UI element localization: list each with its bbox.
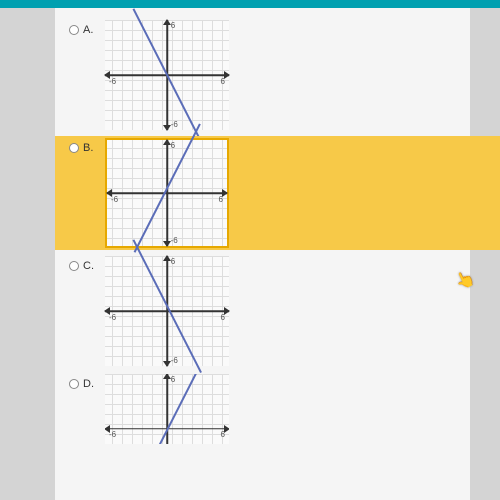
y-axis <box>166 374 168 444</box>
ybot-label: -6 <box>171 356 178 365</box>
option-c-letter: C. <box>83 260 94 272</box>
xleft-label: -6 <box>111 195 118 204</box>
option-b-letter: B. <box>83 142 93 154</box>
y-axis <box>166 256 168 366</box>
radio-icon[interactable] <box>69 261 79 271</box>
ytop-label: 6 <box>171 375 175 384</box>
y-axis <box>166 140 168 246</box>
ybot-label: -6 <box>171 120 178 129</box>
top-bar <box>0 0 500 8</box>
xright-label: 6 <box>221 313 225 322</box>
ybot-label: -6 <box>171 236 178 245</box>
radio-icon[interactable] <box>69 143 79 153</box>
highlight-overflow <box>470 136 500 250</box>
option-d-radio-label[interactable]: D. <box>55 372 103 390</box>
ytop-label: 6 <box>171 21 175 30</box>
xright-label: 6 <box>219 195 223 204</box>
xleft-label: -6 <box>109 77 116 86</box>
option-c[interactable]: C. 6 -6 -6 6 <box>55 254 470 368</box>
option-c-radio-label[interactable]: C. <box>55 254 103 272</box>
ytop-label: 6 <box>171 141 175 150</box>
option-a-radio-label[interactable]: A. <box>55 18 103 36</box>
option-a[interactable]: A. 6 -6 -6 6 <box>55 18 470 132</box>
xright-label: 6 <box>221 77 225 86</box>
option-a-graph: 6 -6 -6 6 <box>105 20 229 130</box>
option-b[interactable]: B. 6 -6 -6 6 <box>55 136 470 250</box>
option-d-letter: D. <box>83 378 94 390</box>
option-b-radio-label[interactable]: B. <box>55 136 103 154</box>
option-d[interactable]: D. 6 -6 6 <box>55 372 470 446</box>
xright-label: 6 <box>221 430 225 439</box>
radio-icon[interactable] <box>69 25 79 35</box>
option-a-letter: A. <box>83 24 93 36</box>
option-d-graph: 6 -6 6 <box>105 374 229 444</box>
answer-options-panel: A. 6 -6 -6 6 B. <box>55 8 470 500</box>
radio-icon[interactable] <box>69 379 79 389</box>
ytop-label: 6 <box>171 257 175 266</box>
option-b-graph: 6 -6 -6 6 <box>105 138 229 248</box>
xleft-label: -6 <box>109 313 116 322</box>
xleft-label: -6 <box>109 430 116 439</box>
option-c-graph: 6 -6 -6 6 <box>105 256 229 366</box>
